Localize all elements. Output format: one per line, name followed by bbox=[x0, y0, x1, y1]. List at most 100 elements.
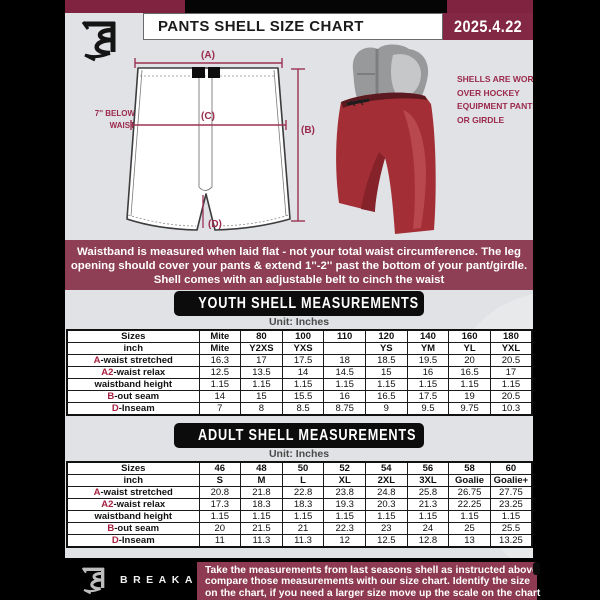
top-strip-middle bbox=[185, 0, 447, 13]
table-row: inch Mite Y2XS YXS YS YM YL YXL bbox=[66, 342, 533, 355]
table-cell: 13 bbox=[448, 534, 491, 548]
table-cell: M bbox=[240, 474, 283, 487]
table-cell: 21.3 bbox=[406, 498, 450, 511]
table-cell: 11.3 bbox=[240, 534, 283, 548]
table-cell: XL bbox=[323, 474, 366, 487]
table-cell: 12 bbox=[323, 534, 366, 548]
row-label: inch bbox=[66, 474, 200, 487]
measure-label-b: (B) bbox=[301, 125, 315, 136]
table-cell: 18.3 bbox=[281, 498, 325, 511]
table-cell: 1.15 bbox=[489, 378, 533, 391]
table-cell: 1.15 bbox=[448, 510, 491, 523]
table-cell: 9.75 bbox=[448, 402, 491, 416]
table-row: inch S M L XL 2XL 3XL Goalie Goalie+ bbox=[66, 474, 533, 487]
table-cell: 1.15 bbox=[240, 510, 283, 523]
table-cell: 1.15 bbox=[198, 378, 242, 391]
row-label: B-out seam bbox=[66, 390, 200, 403]
table-cell: 1.15 bbox=[365, 510, 408, 523]
table-cell: 140 bbox=[406, 329, 450, 343]
table-cell: 27.75 bbox=[489, 486, 533, 499]
row-label: A2-waist relax bbox=[66, 498, 200, 511]
table-cell: 18 bbox=[323, 354, 366, 367]
table-cell: 1.15 bbox=[198, 510, 242, 523]
table-cell: Goalie bbox=[448, 474, 491, 487]
table-row: waistband height 1.15 1.15 1.15 1.15 1.15 1.15… bbox=[66, 378, 533, 391]
table-cell: 100 bbox=[281, 329, 325, 343]
belt-buckle-icon bbox=[192, 67, 205, 78]
table-cell: 120 bbox=[365, 329, 408, 343]
table-cell: 22.8 bbox=[281, 486, 325, 499]
table-cell: 22.25 bbox=[448, 498, 491, 511]
table-cell: 1.15 bbox=[281, 378, 325, 391]
table-cell: 15 bbox=[365, 366, 408, 379]
measure-line-c bbox=[130, 120, 287, 130]
table-cell: 25 bbox=[448, 522, 491, 535]
table-cell: 16 bbox=[406, 366, 450, 379]
table-cell: 3XL bbox=[406, 474, 450, 487]
table-cell: 16 bbox=[323, 390, 366, 403]
table-cell: Goalie+ bbox=[489, 474, 533, 487]
table-cell: 19 bbox=[448, 390, 491, 403]
table-cell: 9.5 bbox=[406, 402, 450, 416]
table-cell: 20.3 bbox=[365, 498, 408, 511]
measure-label-c: (C) bbox=[201, 111, 215, 122]
table-cell: 8 bbox=[240, 402, 283, 416]
table-cell: 7 bbox=[198, 402, 242, 416]
table-cell: YL bbox=[448, 342, 491, 355]
table-cell: 23.25 bbox=[489, 498, 533, 511]
table-cell bbox=[323, 342, 366, 355]
table-cell: 11.3 bbox=[281, 534, 325, 548]
table-cell: 17.5 bbox=[281, 354, 325, 367]
table-cell: 12.8 bbox=[406, 534, 450, 548]
table-cell: 12.5 bbox=[198, 366, 242, 379]
table-cell: 1.15 bbox=[323, 378, 366, 391]
table-cell: 46 bbox=[198, 461, 242, 475]
top-strip-right bbox=[447, 0, 533, 13]
table-cell: 16.5 bbox=[365, 390, 408, 403]
pants-measurement-diagram: (A) (B) (C) (D) bbox=[126, 50, 315, 231]
row-label: inch bbox=[66, 342, 200, 355]
table-cell: 24 bbox=[406, 522, 450, 535]
table-row: A2-waist relax 12.5 13.5 14 14.5 15 16 16.5 17 bbox=[66, 366, 533, 379]
table-row: A2-waist relax 17.3 18.3 18.3 19.3 20.3 21.3 22… bbox=[66, 498, 533, 511]
youth-unit-label: Unit: Inches bbox=[268, 316, 330, 328]
table-row: A-waist stretched 16.3 17 17.5 18 18.5 19.5 20 2… bbox=[66, 354, 533, 367]
row-label: Sizes bbox=[66, 461, 200, 475]
table-row: D-Inseam 7 8 8.5 8.75 9 9.5 9.75 10.3 bbox=[66, 402, 533, 416]
table-cell: 48 bbox=[240, 461, 283, 475]
table-cell: 1.15 bbox=[323, 510, 366, 523]
table-cell: 60 bbox=[489, 461, 533, 475]
table-cell: 54 bbox=[365, 461, 408, 475]
row-label: waistband height bbox=[66, 510, 200, 523]
title-box: PANTS SHELL SIZE CHART bbox=[143, 13, 443, 40]
table-cell: 1.15 bbox=[489, 510, 533, 523]
table-cell: 8.75 bbox=[323, 402, 366, 416]
table-cell: 2XL bbox=[365, 474, 408, 487]
table-cell: 50 bbox=[281, 461, 325, 475]
measure-line-b bbox=[291, 68, 305, 222]
page-panel: 3 PANTS SHELL SIZE CHART 2025.4.22 (A) bbox=[65, 0, 533, 558]
table-cell: 58 bbox=[448, 461, 491, 475]
table-cell: 21 bbox=[281, 522, 325, 535]
table-cell: 18.3 bbox=[240, 498, 283, 511]
table-cell: L bbox=[281, 474, 325, 487]
table-cell: 11 bbox=[198, 534, 242, 548]
table-cell: 15.5 bbox=[281, 390, 325, 403]
table-cell: 17 bbox=[489, 366, 533, 379]
adult-section-banner: ADULT SHELL MEASUREMENTS bbox=[174, 423, 424, 448]
table-cell: 24.8 bbox=[365, 486, 408, 499]
date-box: 2025.4.22 bbox=[443, 13, 533, 40]
table-row: Sizes Mite 80 100 110 120 140 160 180 bbox=[66, 329, 533, 343]
decorative-pin bbox=[533, 562, 540, 575]
table-cell: 14 bbox=[281, 366, 325, 379]
table-cell: 17.3 bbox=[198, 498, 242, 511]
table-cell: 110 bbox=[323, 329, 366, 343]
table-cell: 1.15 bbox=[281, 510, 325, 523]
shorts-outline bbox=[126, 67, 291, 231]
table-cell: 21.8 bbox=[240, 486, 283, 499]
table-cell: YS bbox=[365, 342, 408, 355]
table-cell: YM bbox=[406, 342, 450, 355]
measure-label-d: (D) bbox=[208, 219, 222, 230]
row-label: A-waist stretched bbox=[66, 354, 200, 367]
table-cell: 16.3 bbox=[198, 354, 242, 367]
